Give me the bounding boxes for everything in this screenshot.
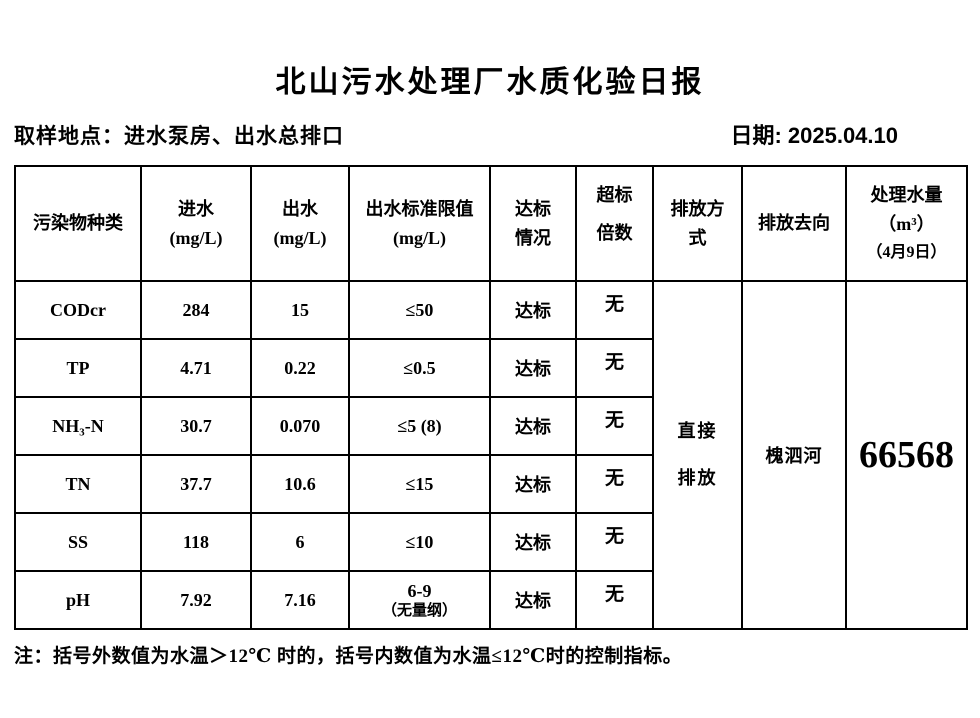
pollutant-cell: TN <box>14 454 142 514</box>
report-date: 日期: 2025.04.10 <box>730 123 898 148</box>
status-cell: 达标 <box>489 338 577 398</box>
inlet-cell: 4.71 <box>140 338 252 398</box>
table-row-nh3n: NH₃-N 30.7 0.070 ≤5 (8) 达标 无 <box>14 396 967 456</box>
outlet-cell: 0.070 <box>250 396 350 456</box>
exceed-cell: 无 <box>575 512 654 572</box>
status-cell: 达标 <box>489 280 577 340</box>
inlet-cell: 284 <box>140 280 252 340</box>
col-header-inlet: 进水 (mg/L) <box>140 165 252 282</box>
col-header-limit: 出水标准限值 (mg/L) <box>348 165 491 282</box>
table-row-tp: TP 4.71 0.22 ≤0.5 达标 无 <box>14 338 967 398</box>
exceed-cell: 无 <box>575 570 654 630</box>
exceed-cell: 无 <box>575 338 654 398</box>
status-cell: 达标 <box>489 570 577 630</box>
discharge-method-cell: 直接 排放 <box>652 280 743 630</box>
limit-cell: ≤50 <box>348 280 491 340</box>
status-cell: 达标 <box>489 454 577 514</box>
table-row-codcr: CODcr 284 15 ≤50 达标 无 直接 排放 槐泗河 66568 <box>14 280 968 630</box>
col-header-treated-volume: 处理水量 （m³） （4月9日） <box>845 165 968 282</box>
inlet-cell: 7.92 <box>140 570 252 630</box>
pollutant-cell: NH₃-N <box>14 396 142 456</box>
sampling-location: 取样地点：进水泵房、出水总排口 <box>14 124 344 148</box>
inlet-cell: 118 <box>140 512 252 572</box>
table-row-ph: pH 7.92 7.16 6-9 （无量纲） 达标 无 <box>14 570 967 630</box>
treated-volume-cell: 66568 <box>845 280 968 630</box>
footnote: 注：括号外数值为水温＞12℃ 时的，括号内数值为水温≤12℃时的控制指标。 <box>14 646 683 667</box>
col-header-discharge-destination: 排放去向 <box>741 165 847 282</box>
status-cell: 达标 <box>489 512 577 572</box>
limit-cell: ≤0.5 <box>348 338 491 398</box>
limit-cell: ≤5 (8) <box>348 396 491 456</box>
report-subheader: 取样地点：进水泵房、出水总排口 日期: 2025.04.10 <box>14 118 966 150</box>
outlet-cell: 15 <box>250 280 350 340</box>
outlet-cell: 10.6 <box>250 454 350 514</box>
discharge-destination-cell: 槐泗河 <box>741 280 847 630</box>
outlet-cell: 0.22 <box>250 338 350 398</box>
limit-cell: ≤15 <box>348 454 491 514</box>
limit-cell: 6-9 （无量纲） <box>348 570 491 630</box>
limit-cell: ≤10 <box>348 512 491 572</box>
col-header-status: 达标 情况 <box>489 165 577 282</box>
pollutant-cell: TP <box>14 338 142 398</box>
exceed-cell: 无 <box>575 454 654 514</box>
exceed-cell: 无 <box>575 280 654 340</box>
outlet-cell: 7.16 <box>250 570 350 630</box>
inlet-cell: 30.7 <box>140 396 252 456</box>
pollutant-cell: CODcr <box>14 280 142 340</box>
col-header-pollutant: 污染物种类 <box>14 165 142 282</box>
report-title: 北山污水处理厂水质化验日报 <box>275 66 705 99</box>
water-quality-table: 污染物种类 进水 (mg/L) 出水 (mg/L) 出水标准限值 (mg/L) … <box>14 165 968 630</box>
col-header-exceed: 超标 倍数 <box>575 165 654 282</box>
table-row-tn: TN 37.7 10.6 ≤15 达标 无 <box>14 454 967 514</box>
outlet-cell: 6 <box>250 512 350 572</box>
col-header-outlet: 出水 (mg/L) <box>250 165 350 282</box>
exceed-cell: 无 <box>575 396 654 456</box>
status-cell: 达标 <box>489 396 577 456</box>
pollutant-cell: SS <box>14 512 142 572</box>
pollutant-cell: pH <box>14 570 142 630</box>
table-row-ss: SS 118 6 ≤10 达标 无 <box>14 512 967 572</box>
inlet-cell: 37.7 <box>140 454 252 514</box>
col-header-discharge-method: 排放方 式 <box>652 165 743 282</box>
header-row: 污染物种类 进水 (mg/L) 出水 (mg/L) 出水标准限值 (mg/L) … <box>14 165 968 282</box>
